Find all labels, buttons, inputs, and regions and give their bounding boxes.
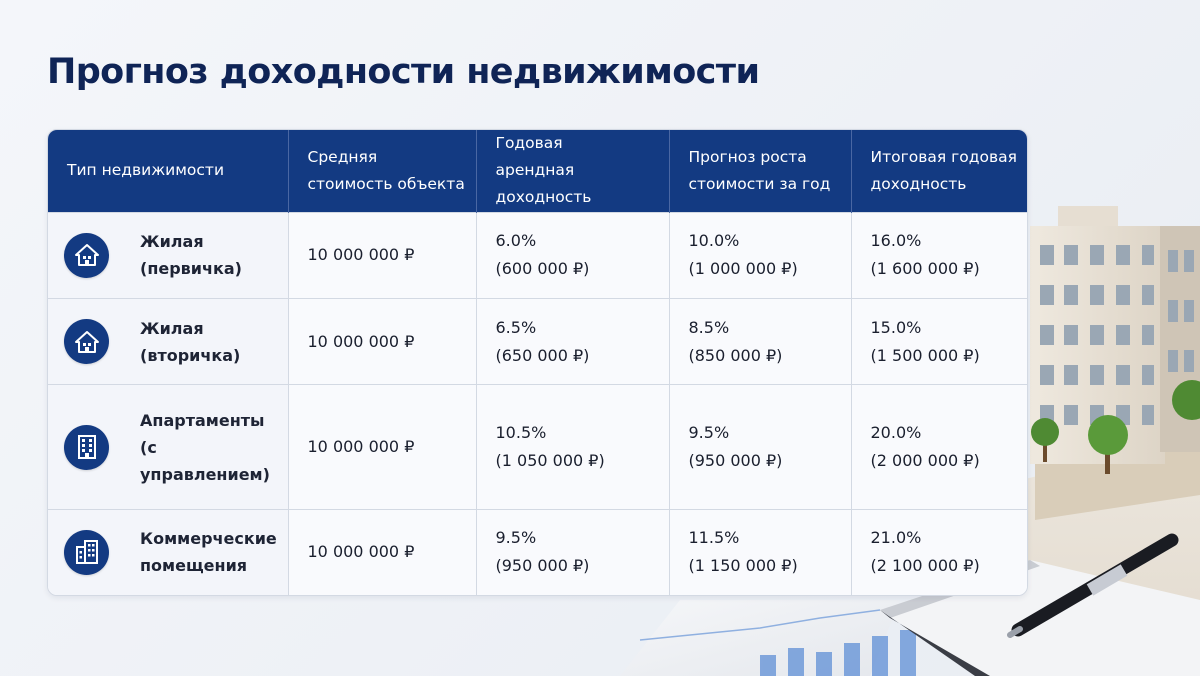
house-icon [64, 232, 109, 278]
type-label: Жилая (вторичка) [140, 318, 241, 365]
growth-cell: 9.5% (950 000 ₽) [669, 384, 852, 510]
yield-forecast-table: Тип недвижимости Средняя стоимость объек… [47, 129, 1028, 596]
type-label: Апартаменты (с управлением) [140, 410, 270, 484]
rental-yield-cell: 6.5% (650 000 ₽) [476, 297, 670, 385]
header-total-yield: Итоговая годовая доходность [851, 130, 1027, 212]
total-yield-cell: 16.0% (1 600 000 ₽) [851, 211, 1027, 299]
house-icon [64, 319, 109, 365]
table-header-row: Тип недвижимости Средняя стоимость объек… [48, 130, 1027, 212]
table-row: Жилая (вторичка) 10 000 000 ₽ 6.5% (650 0… [48, 297, 1027, 385]
growth-cell: 10.0% (1 000 000 ₽) [669, 211, 852, 299]
type-label: Коммерческие помещения [140, 529, 277, 576]
header-type: Тип недвижимости [48, 130, 289, 212]
type-cell: Жилая (первичка) [48, 211, 289, 299]
header-growth-forecast: Прогноз роста стоимости за год [669, 130, 852, 212]
growth-cell: 11.5% (1 150 000 ₽) [669, 508, 852, 595]
building-model [1030, 206, 1200, 464]
page-title: Прогноз доходности недвижимости [47, 52, 760, 92]
rental-yield-cell: 10.5% (1 050 000 ₽) [476, 384, 670, 510]
growth-cell: 8.5% (850 000 ₽) [669, 297, 852, 385]
cost-cell: 10 000 000 ₽ [288, 508, 477, 595]
type-cell: Жилая (вторичка) [48, 297, 289, 385]
rental-yield-cell: 9.5% (950 000 ₽) [476, 508, 670, 595]
office-building-icon [64, 529, 109, 575]
table-row: Коммерческие помещения 10 000 000 ₽ 9.5%… [48, 508, 1027, 595]
rental-yield-cell: 6.0% (600 000 ₽) [476, 211, 670, 299]
chart-paper [620, 600, 916, 676]
cost-cell: 10 000 000 ₽ [288, 384, 477, 510]
total-yield-cell: 21.0% (2 100 000 ₽) [851, 508, 1027, 595]
type-label: Жилая (первичка) [140, 232, 242, 279]
model-trees [1031, 380, 1200, 474]
total-yield-cell: 15.0% (1 500 000 ₽) [851, 297, 1027, 385]
cost-cell: 10 000 000 ₽ [288, 211, 477, 299]
pen [1007, 533, 1179, 638]
header-avg-cost: Средняя стоимость объекта [288, 130, 477, 212]
header-rental-yield: Годовая арендная доходность [476, 130, 670, 212]
building-icon [64, 424, 109, 470]
type-cell: Коммерческие помещения [48, 508, 289, 595]
table-row: Апартаменты (с управлением) 10 000 000 ₽… [48, 384, 1027, 510]
type-cell: Апартаменты (с управлением) [48, 384, 289, 510]
table-row: Жилая (первичка) 10 000 000 ₽ 6.0% (600 0… [48, 211, 1027, 299]
total-yield-cell: 20.0% (2 000 000 ₽) [851, 384, 1027, 510]
cost-cell: 10 000 000 ₽ [288, 297, 477, 385]
